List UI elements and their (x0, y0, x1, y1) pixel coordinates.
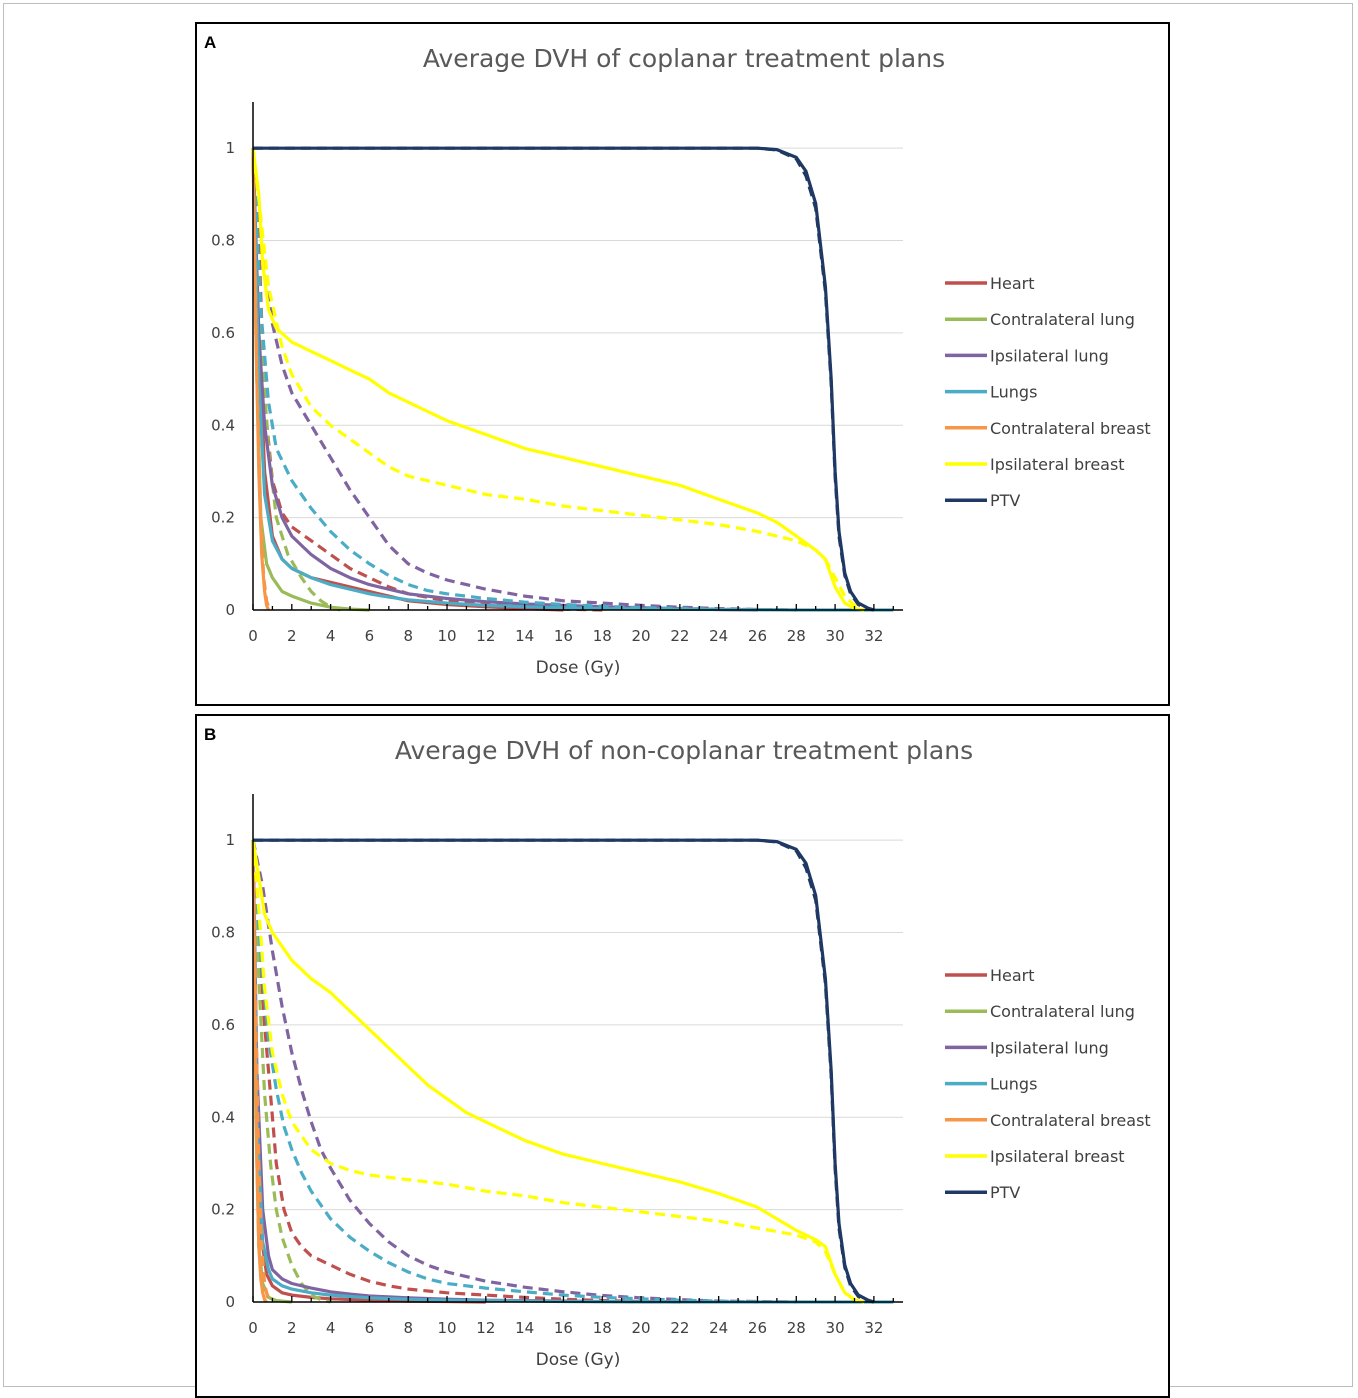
x-tick-label: 2 (287, 627, 297, 645)
y-tick-label: 1 (225, 831, 235, 849)
series-line-contralateral-breast-solid (251, 840, 268, 1304)
x-tick-label: 2 (287, 1319, 297, 1337)
x-tick-label: 26 (748, 1319, 767, 1337)
legend-label: Contralateral breast (990, 419, 1151, 438)
x-tick-label: 10 (437, 627, 456, 645)
series-line-contralateral-lung-dashed (251, 840, 331, 1304)
legend-label: Ipsilateral lung (990, 346, 1109, 365)
legend-label: Contralateral lung (990, 310, 1135, 329)
y-tick-label: 0.8 (211, 924, 235, 942)
x-tick-label: 26 (748, 627, 767, 645)
legend-label: Ipsilateral breast (990, 455, 1125, 474)
x-tick-label: 24 (709, 1319, 728, 1337)
chart-title-a: Average DVH of coplanar treatment plans (423, 44, 945, 73)
series-line-contralateral-lung-dashed (251, 148, 341, 612)
x-tick-label: 4 (326, 1319, 336, 1337)
x-tick-label: 30 (826, 1319, 845, 1337)
x-tick-label: 14 (515, 627, 534, 645)
x-axis-label-a: Dose (Gy) (536, 658, 621, 678)
x-tick-label: 10 (437, 1319, 456, 1337)
chart-panel-a: A Average DVH of coplanar treatment plan… (195, 22, 1170, 706)
x-tick-label: 16 (554, 627, 573, 645)
x-tick-label: 28 (787, 627, 806, 645)
x-tick-label: 32 (864, 627, 883, 645)
series-line-ipsilateral-lung-solid (251, 148, 758, 612)
y-tick-label: 0.4 (211, 1108, 235, 1126)
panel-letter-a: A (204, 33, 216, 52)
x-tick-label: 8 (403, 627, 413, 645)
x-tick-label: 28 (787, 1319, 806, 1337)
legend-label: Contralateral breast (990, 1111, 1151, 1130)
x-tick-label: 18 (593, 627, 612, 645)
chart-title-b: Average DVH of non-coplanar treatment pl… (395, 736, 973, 765)
x-tick-label: 6 (365, 627, 375, 645)
series-line-contralateral-breast-dashed (251, 840, 272, 1303)
series-line-ipsilateral-lung-dashed (251, 839, 797, 1304)
series-line-ipsilateral-lung-solid (251, 840, 680, 1304)
legend-label: Ipsilateral lung (990, 1038, 1109, 1057)
series-line-heart-dashed (251, 840, 680, 1304)
legend-label: Heart (990, 966, 1035, 985)
x-tick-label: 12 (476, 627, 495, 645)
legend-label: PTV (990, 491, 1020, 510)
legend-label: Heart (990, 274, 1035, 293)
x-tick-label: 16 (554, 1319, 573, 1337)
x-axis-label-b: Dose (Gy) (536, 1350, 621, 1370)
series-line-ptv-dashed (253, 146, 875, 612)
legend-label: PTV (990, 1183, 1020, 1202)
series-line-contralateral-breast-dashed (251, 148, 272, 611)
series-line-ipsilateral-breast-dashed (251, 840, 865, 1304)
chart-panel-b: B Average DVH of non-coplanar treatment … (195, 714, 1170, 1398)
x-tick-label: 8 (403, 1319, 413, 1337)
legend-label: Ipsilateral breast (990, 1147, 1125, 1166)
y-tick-label: 0.8 (211, 232, 235, 250)
x-tick-label: 12 (476, 1319, 495, 1337)
legend-label: Lungs (990, 1075, 1037, 1094)
legend-label: Contralateral lung (990, 1002, 1135, 1021)
y-tick-label: 0.2 (211, 1201, 235, 1219)
x-tick-label: 0 (248, 1319, 258, 1337)
series-line-ipsilateral-lung-dashed (251, 148, 797, 612)
y-tick-label: 0.2 (211, 509, 235, 527)
series-line-lungs-solid (251, 148, 894, 612)
y-tick-label: 0 (225, 1293, 235, 1311)
series-line-ptv-dashed (253, 838, 875, 1304)
series-line-heart-solid (251, 840, 486, 1304)
x-tick-label: 6 (365, 1319, 375, 1337)
x-tick-label: 22 (670, 1319, 689, 1337)
y-tick-label: 0.6 (211, 1016, 235, 1034)
y-tick-label: 1 (225, 139, 235, 157)
panel-letter-b: B (204, 725, 216, 744)
x-tick-label: 20 (632, 627, 651, 645)
series-line-ptv-solid (253, 838, 875, 1304)
x-tick-label: 22 (670, 627, 689, 645)
y-tick-label: 0 (225, 601, 235, 619)
chart-b-svg: B Average DVH of non-coplanar treatment … (204, 725, 1151, 1370)
series-line-lungs-dashed (251, 840, 758, 1304)
y-tick-label: 0.6 (211, 324, 235, 342)
x-tick-label: 0 (248, 627, 258, 645)
x-tick-label: 32 (864, 1319, 883, 1337)
series-line-ipsilateral-breast-dashed (251, 148, 865, 612)
x-tick-label: 24 (709, 627, 728, 645)
x-tick-label: 18 (593, 1319, 612, 1337)
x-tick-label: 20 (632, 1319, 651, 1337)
x-tick-label: 14 (515, 1319, 534, 1337)
y-tick-label: 0.4 (211, 416, 235, 434)
x-tick-label: 30 (826, 627, 845, 645)
legend-label: Lungs (990, 383, 1037, 402)
x-tick-label: 4 (326, 627, 336, 645)
series-line-ptv-solid (253, 146, 875, 612)
series-line-ipsilateral-breast-solid (251, 839, 865, 1304)
series-line-ipsilateral-breast-solid (251, 148, 865, 612)
series-line-heart-solid (251, 148, 564, 612)
series-line-lungs-dashed (251, 148, 797, 612)
series-line-lungs-solid (251, 840, 894, 1304)
series-line-heart-dashed (251, 148, 603, 612)
chart-a-svg: A Average DVH of coplanar treatment plan… (204, 33, 1151, 678)
